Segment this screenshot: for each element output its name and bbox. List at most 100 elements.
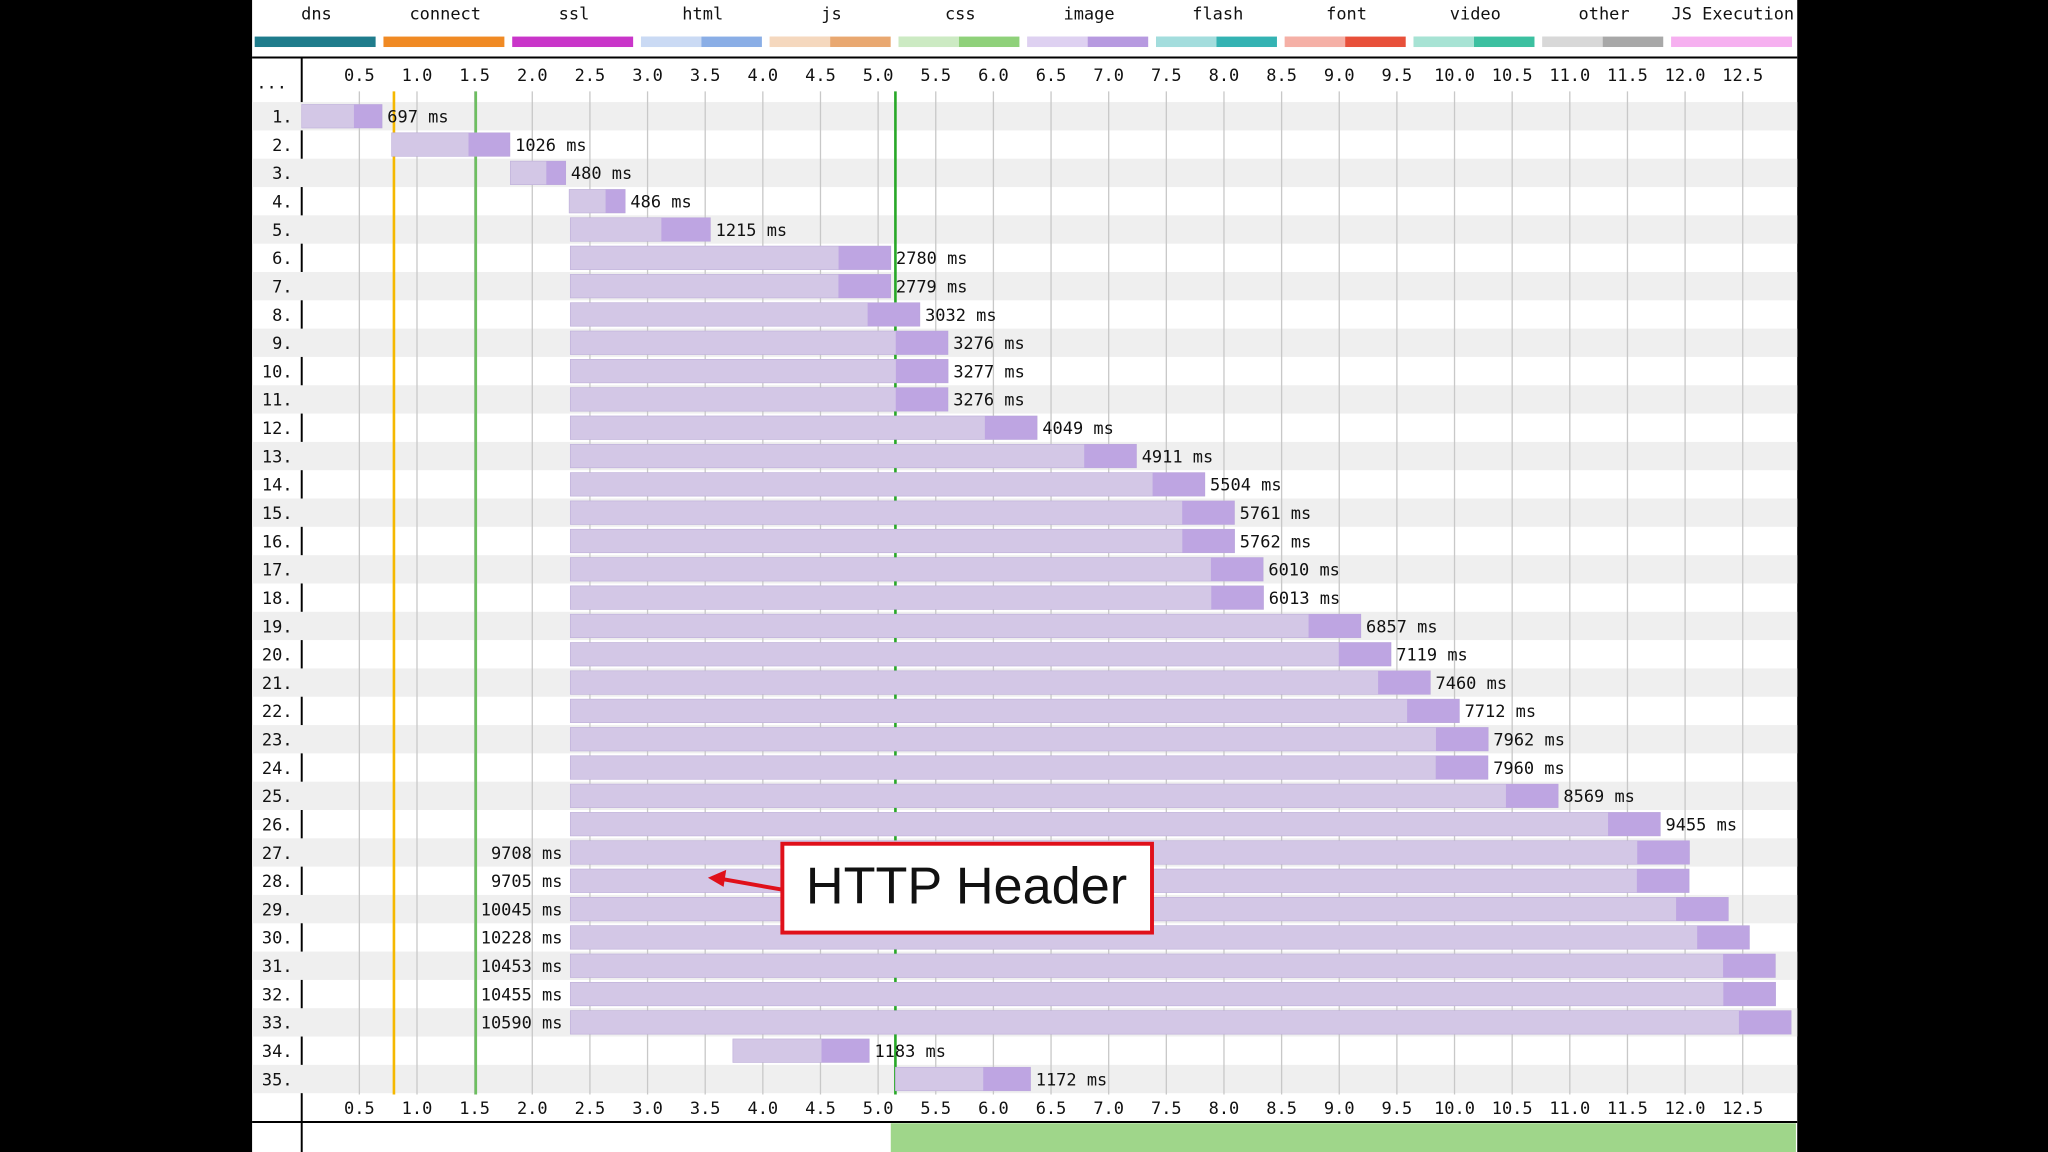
x-tick-label: 9.5	[1382, 66, 1413, 86]
x-tick-label: 5.5	[920, 1099, 951, 1119]
row-label: 16.	[262, 532, 293, 552]
request-bar	[569, 245, 892, 270]
duration-label: 9705 ms	[491, 872, 563, 892]
request-bar	[569, 783, 1559, 808]
x-tick-label: 8.5	[1266, 66, 1297, 86]
download-part	[1407, 699, 1460, 723]
row-header: ...	[256, 74, 287, 94]
row-stripe	[252, 102, 1798, 131]
download-part	[984, 415, 1038, 440]
legend-label: html	[682, 4, 723, 24]
download-part	[1152, 472, 1205, 497]
legend-label: other	[1579, 4, 1630, 24]
duration-label: 7712 ms	[1465, 702, 1537, 722]
download-part	[1636, 869, 1690, 893]
request-bar	[569, 613, 1362, 639]
download-part	[1435, 755, 1488, 780]
legend-swatch-light	[640, 36, 702, 48]
duration-label: 486 ms	[630, 193, 691, 213]
legend-swatch	[1413, 36, 1535, 48]
x-tick-label: 3.5	[690, 1099, 721, 1119]
x-tick-label: 3.5	[690, 66, 721, 86]
request-bar	[569, 443, 1137, 469]
duration-label: 7119 ms	[1396, 646, 1468, 666]
download-part	[1697, 925, 1750, 950]
row-stripe	[252, 328, 1798, 357]
duration-label: 3032 ms	[925, 306, 997, 326]
request-bar	[569, 528, 1235, 554]
legend-swatch	[254, 36, 376, 48]
request-bar	[569, 925, 1750, 950]
x-tick-label: 12.0	[1665, 66, 1706, 86]
download-part	[1723, 982, 1776, 1006]
x-tick-label: 1.5	[459, 66, 490, 86]
duration-label: 3276 ms	[953, 391, 1025, 411]
row-label: 28.	[262, 872, 293, 892]
download-part	[1505, 784, 1559, 808]
duration-label: 9455 ms	[1666, 815, 1738, 835]
x-tick-label: 7.0	[1093, 1099, 1124, 1119]
download-part	[468, 132, 510, 157]
download-part	[1182, 500, 1235, 525]
download-part	[1211, 585, 1264, 610]
legend-label: flash	[1192, 4, 1243, 24]
row-label: 11.	[262, 391, 293, 411]
row-label: 5.	[272, 221, 292, 241]
duration-label: 5761 ms	[1240, 504, 1312, 524]
download-part	[838, 246, 891, 270]
download-part	[1723, 953, 1776, 978]
row-label: 21.	[262, 674, 293, 694]
x-tick-label: 1.0	[402, 1099, 433, 1119]
annotation-text: HTTP Header	[806, 857, 1127, 915]
x-tick-label: 3.0	[632, 1099, 663, 1119]
download-part	[1738, 1010, 1792, 1035]
download-part	[1637, 840, 1690, 865]
row-label: 32.	[262, 985, 293, 1005]
x-tick-label: 8.0	[1209, 1099, 1240, 1119]
arrow-head	[707, 869, 727, 887]
x-tick-label: 8.0	[1209, 66, 1240, 86]
x-tick-label: 4.5	[805, 66, 836, 86]
x-tick-label: 5.0	[863, 1099, 894, 1119]
timeline-bar	[890, 1123, 1796, 1152]
request-bar	[569, 500, 1235, 525]
x-tick-label: 0.5	[344, 1099, 375, 1119]
duration-label: 2779 ms	[896, 277, 968, 297]
duration-label: 10228 ms	[481, 929, 563, 949]
request-bar	[569, 1010, 1792, 1035]
row-label: 26.	[262, 815, 293, 835]
download-part	[546, 161, 566, 185]
x-tick-label: 2.5	[575, 1099, 606, 1119]
row-label: 17.	[262, 561, 293, 581]
row-stripe	[252, 158, 1798, 188]
row-stripe	[252, 385, 1798, 414]
download-part	[895, 387, 948, 412]
request-bar	[569, 755, 1489, 780]
legend-label: dns	[301, 4, 332, 24]
x-tick-label: 6.0	[978, 1099, 1009, 1119]
duration-label: 4911 ms	[1142, 447, 1214, 467]
x-tick-label: 2.0	[517, 66, 548, 86]
request-bar	[569, 698, 1460, 723]
x-tick-label: 5.5	[920, 66, 951, 86]
download-part	[838, 274, 891, 298]
request-bar	[569, 330, 949, 355]
x-tick-label: 5.0	[863, 66, 894, 86]
legend-swatch-light	[1542, 36, 1603, 48]
x-tick-label: 9.5	[1382, 1099, 1413, 1119]
x-tick-label: 10.5	[1492, 1099, 1533, 1119]
row-label: 24.	[262, 759, 293, 779]
duration-label: 6857 ms	[1366, 617, 1438, 637]
x-tick-label: 3.0	[632, 66, 663, 86]
row-label: 7.	[272, 277, 292, 297]
x-tick-label: 11.0	[1549, 66, 1590, 86]
download-part	[1182, 529, 1235, 553]
x-tick-label: 7.5	[1151, 1099, 1182, 1119]
x-tick-label: 11.5	[1607, 1099, 1648, 1119]
download-part	[661, 217, 711, 242]
request-bar	[569, 557, 1264, 582]
row-label: 14.	[262, 476, 293, 496]
duration-label: 1026 ms	[515, 136, 587, 156]
x-tick-label: 11.0	[1549, 1099, 1590, 1119]
download-part	[867, 302, 920, 327]
